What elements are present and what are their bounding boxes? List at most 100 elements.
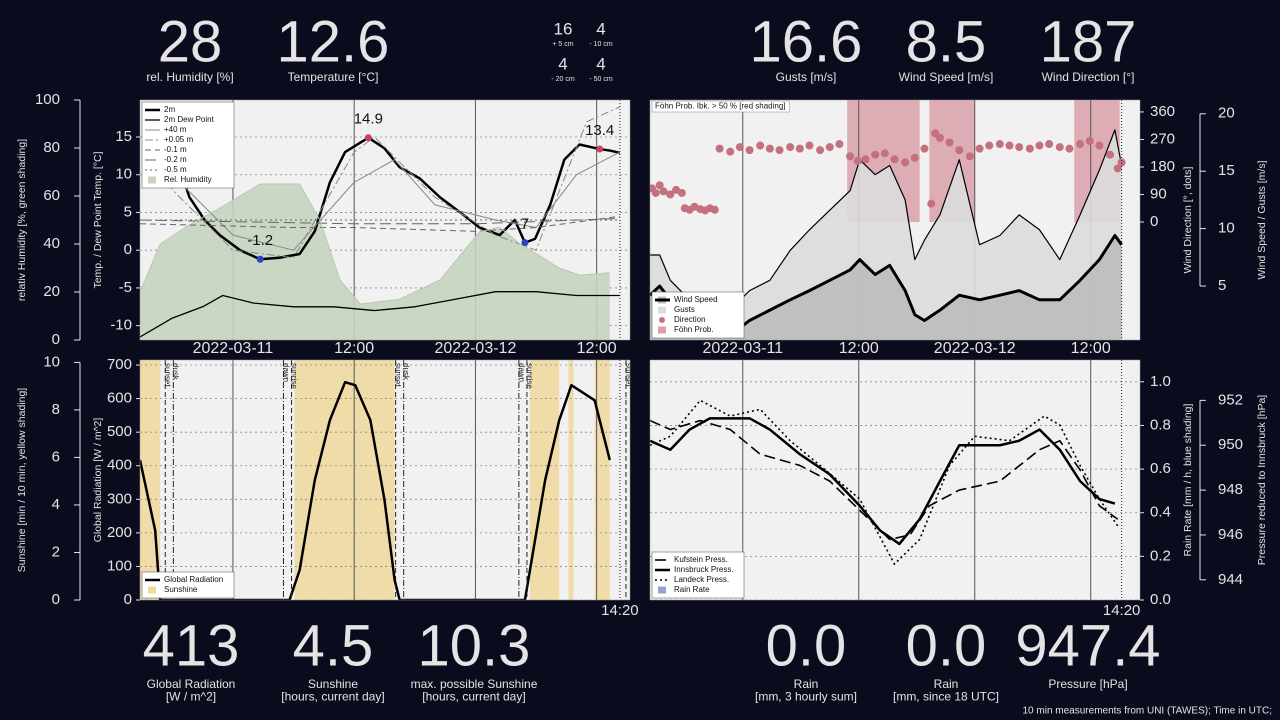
sun-event-label: sunset [393, 363, 402, 387]
y-tick-label: 360 [1150, 103, 1175, 120]
sun-event-label: dawn [517, 363, 526, 382]
y-tick-label: 944 [1218, 571, 1243, 588]
extreme-label: 14.9 [354, 111, 383, 128]
soil-value: 4 [558, 54, 567, 73]
plot-area: sunset dusk dawn sunrise sunset dusk dawn sunri… [140, 360, 630, 600]
legend-label: -0.2 m [164, 155, 187, 164]
direction-dot [1065, 144, 1074, 153]
plot-area [650, 100, 1126, 340]
y-tick-label: 20 [43, 283, 60, 300]
x-tick-label: 12:00 [577, 340, 617, 357]
direction-dot [745, 146, 754, 155]
y-tick-label: 500 [107, 423, 132, 440]
y-tick-label: 0 [124, 241, 132, 258]
x-tick-label: 2022-03-12 [934, 340, 1016, 357]
series-line [140, 291, 620, 338]
soil-depth: - 20 cm [551, 76, 575, 83]
stat-caption: [mm, 3 hourly sum] [755, 690, 857, 704]
x-tick-label: 12:00 [839, 340, 879, 357]
legend-label: -0.5 m [164, 165, 187, 174]
y-tick-label: 270 [1150, 130, 1175, 147]
legend-label: Innsbruck Press. [674, 565, 734, 574]
stat-caption: Global Radiation [147, 677, 236, 691]
y-tick-label: 952 [1218, 391, 1243, 408]
area-shade [140, 184, 610, 340]
y-tick-label: 90 [1150, 185, 1167, 202]
y-tick-label: 0.4 [1150, 504, 1171, 521]
y-tick-label: 200 [107, 524, 132, 541]
y-tick-label: 40 [43, 235, 60, 252]
extreme-marker [596, 145, 604, 153]
y-tick-label: 1.0 [1150, 373, 1171, 390]
direction-dot [1106, 150, 1115, 159]
stat-caption: [hours, current day] [281, 690, 384, 704]
stat-caption: Wind Speed [m/s] [899, 70, 994, 84]
direction-dot [710, 205, 719, 214]
stat-value: 12.6 [277, 9, 390, 74]
y-tick-label: 100 [35, 91, 60, 108]
stat-caption: Wind Direction [°] [1042, 70, 1135, 84]
legend-label: Rain Rate [674, 585, 710, 594]
direction-dot [871, 150, 880, 159]
stat-caption: Pressure [hPa] [1048, 677, 1127, 691]
stat-value: 947.4 [1015, 613, 1160, 678]
axis-title: Global Radiation [W / m^2] [92, 418, 104, 543]
direction-dot [927, 199, 936, 208]
stat-caption: rel. Humidity [%] [146, 70, 233, 84]
direction-dot [1005, 141, 1014, 150]
y-tick-label: 0.6 [1150, 460, 1171, 477]
stat-value: 187 [1040, 9, 1137, 74]
legend-box [141, 571, 235, 599]
stat-value: 8.5 [906, 9, 987, 74]
series-line [140, 217, 620, 225]
direction-dot [1035, 141, 1044, 150]
soil-depth: - 50 cm [589, 76, 613, 83]
legend-label: 2m Dew Point [164, 115, 215, 124]
direction-dot [756, 141, 765, 150]
direction-dot [825, 143, 834, 152]
axis-title: relativ Humidity [%, green shading] [16, 139, 28, 301]
legend-label: -0.1 m [164, 145, 187, 154]
soil-value: 16 [554, 19, 573, 38]
soil-value: 4 [596, 54, 605, 73]
y-tick-label: 180 [1150, 158, 1175, 175]
sun-event-label: dusk [402, 363, 411, 381]
direction-dot [765, 144, 774, 153]
extreme-label: -1.2 [247, 232, 273, 249]
direction-dot [935, 133, 944, 142]
stat-value: 413 [143, 613, 240, 678]
stat-value: 16.6 [750, 9, 863, 74]
y-tick-label: 948 [1218, 481, 1243, 498]
direction-dot [920, 144, 929, 153]
y-tick-label: 5 [1218, 277, 1226, 294]
legend-label: Sunshine [164, 585, 198, 594]
soil-depth: - 10 cm [589, 41, 613, 48]
series-line [141, 106, 621, 259]
plot-frame [649, 359, 1141, 601]
series-line [141, 114, 621, 251]
stat-caption: Gusts [m/s] [776, 70, 837, 84]
y-tick-label: 946 [1218, 526, 1243, 543]
direction-dot [880, 149, 889, 158]
direction-dot [715, 144, 724, 153]
direction-dot [985, 141, 994, 150]
y-tick-label: 10 [1218, 220, 1235, 237]
y-tick-label: 0.0 [1150, 591, 1171, 608]
y-tick-label: 0 [124, 591, 132, 608]
series-line [650, 419, 1119, 541]
sun-event-label: dawn [281, 363, 290, 382]
legend-label: Föhn Prob. [674, 325, 714, 334]
stat-value: 4.5 [293, 613, 374, 678]
y-tick-label: 5 [124, 203, 132, 220]
x-tick-label: 2022-03-11 [702, 340, 783, 357]
direction-dot [651, 188, 660, 197]
axis-title: Wind Direction [°, dots] [1182, 166, 1194, 273]
legend-swatch [658, 306, 666, 314]
extreme-label: 7 [521, 216, 529, 233]
direction-dot [835, 140, 844, 149]
soil-depth: + 5 cm [552, 41, 573, 48]
extreme-marker [521, 239, 529, 247]
y-tick-label: 15 [115, 128, 132, 145]
direction-dot [1076, 140, 1085, 149]
